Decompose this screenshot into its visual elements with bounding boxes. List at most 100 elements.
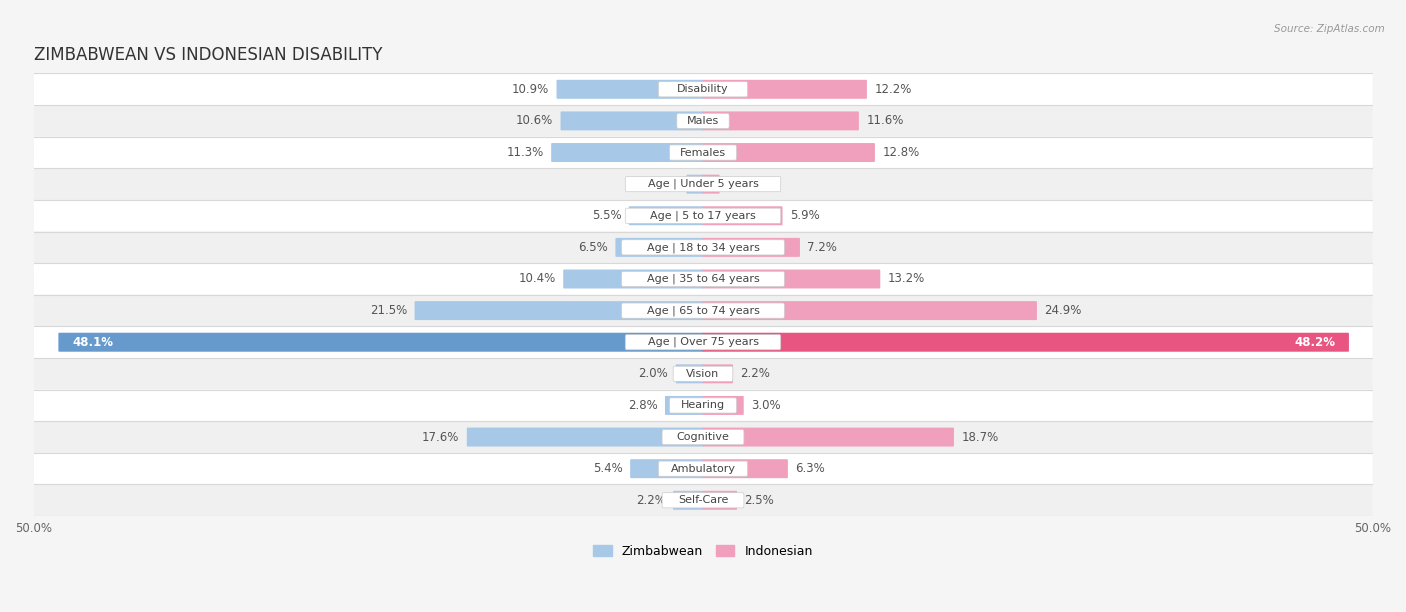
Text: Vision: Vision bbox=[686, 369, 720, 379]
FancyBboxPatch shape bbox=[626, 176, 780, 192]
Text: 6.3%: 6.3% bbox=[796, 462, 825, 475]
Text: 2.5%: 2.5% bbox=[745, 494, 775, 507]
FancyBboxPatch shape bbox=[676, 364, 703, 383]
FancyBboxPatch shape bbox=[34, 485, 1372, 516]
Text: 17.6%: 17.6% bbox=[422, 431, 460, 444]
Text: Disability: Disability bbox=[678, 84, 728, 94]
Text: 13.2%: 13.2% bbox=[887, 272, 925, 285]
FancyBboxPatch shape bbox=[703, 143, 875, 162]
Text: Hearing: Hearing bbox=[681, 400, 725, 411]
Text: Self-Care: Self-Care bbox=[678, 495, 728, 506]
Text: 10.4%: 10.4% bbox=[519, 272, 555, 285]
FancyBboxPatch shape bbox=[703, 174, 720, 193]
FancyBboxPatch shape bbox=[34, 358, 1372, 390]
Text: 1.2%: 1.2% bbox=[727, 177, 756, 191]
FancyBboxPatch shape bbox=[703, 396, 744, 415]
Legend: Zimbabwean, Indonesian: Zimbabwean, Indonesian bbox=[588, 540, 818, 563]
Text: 3.0%: 3.0% bbox=[751, 399, 780, 412]
FancyBboxPatch shape bbox=[626, 208, 780, 223]
FancyBboxPatch shape bbox=[686, 174, 703, 193]
FancyBboxPatch shape bbox=[551, 143, 703, 162]
FancyBboxPatch shape bbox=[621, 303, 785, 318]
Text: Source: ZipAtlas.com: Source: ZipAtlas.com bbox=[1274, 24, 1385, 34]
Text: 5.5%: 5.5% bbox=[592, 209, 621, 222]
Text: 2.0%: 2.0% bbox=[638, 367, 668, 380]
FancyBboxPatch shape bbox=[703, 459, 787, 478]
FancyBboxPatch shape bbox=[34, 421, 1372, 453]
FancyBboxPatch shape bbox=[662, 493, 744, 508]
FancyBboxPatch shape bbox=[59, 333, 703, 352]
Text: Age | 5 to 17 years: Age | 5 to 17 years bbox=[650, 211, 756, 221]
Text: 11.3%: 11.3% bbox=[506, 146, 544, 159]
Text: Cognitive: Cognitive bbox=[676, 432, 730, 442]
Text: 5.4%: 5.4% bbox=[593, 462, 623, 475]
FancyBboxPatch shape bbox=[621, 240, 785, 255]
FancyBboxPatch shape bbox=[564, 269, 703, 288]
Text: 21.5%: 21.5% bbox=[370, 304, 408, 317]
FancyBboxPatch shape bbox=[676, 113, 730, 129]
Text: Age | Under 5 years: Age | Under 5 years bbox=[648, 179, 758, 189]
FancyBboxPatch shape bbox=[703, 238, 800, 257]
FancyBboxPatch shape bbox=[669, 398, 737, 413]
FancyBboxPatch shape bbox=[626, 335, 780, 350]
Text: 48.2%: 48.2% bbox=[1294, 336, 1336, 349]
Text: Ambulatory: Ambulatory bbox=[671, 464, 735, 474]
FancyBboxPatch shape bbox=[415, 301, 703, 320]
FancyBboxPatch shape bbox=[703, 301, 1038, 320]
FancyBboxPatch shape bbox=[557, 80, 703, 99]
Text: Age | 65 to 74 years: Age | 65 to 74 years bbox=[647, 305, 759, 316]
Text: Males: Males bbox=[688, 116, 718, 126]
Text: 12.2%: 12.2% bbox=[875, 83, 911, 96]
Text: 10.9%: 10.9% bbox=[512, 83, 548, 96]
FancyBboxPatch shape bbox=[673, 366, 733, 381]
Text: 24.9%: 24.9% bbox=[1045, 304, 1081, 317]
Text: ZIMBABWEAN VS INDONESIAN DISABILITY: ZIMBABWEAN VS INDONESIAN DISABILITY bbox=[34, 46, 382, 64]
FancyBboxPatch shape bbox=[34, 136, 1372, 168]
Text: 6.5%: 6.5% bbox=[578, 241, 607, 254]
FancyBboxPatch shape bbox=[658, 461, 748, 476]
FancyBboxPatch shape bbox=[621, 271, 785, 286]
FancyBboxPatch shape bbox=[703, 269, 880, 288]
FancyBboxPatch shape bbox=[630, 459, 703, 478]
FancyBboxPatch shape bbox=[703, 491, 737, 510]
FancyBboxPatch shape bbox=[628, 206, 703, 225]
FancyBboxPatch shape bbox=[703, 206, 783, 225]
FancyBboxPatch shape bbox=[669, 145, 737, 160]
Text: 2.2%: 2.2% bbox=[636, 494, 665, 507]
FancyBboxPatch shape bbox=[703, 364, 733, 383]
Text: 12.8%: 12.8% bbox=[883, 146, 920, 159]
Text: 18.7%: 18.7% bbox=[962, 431, 998, 444]
FancyBboxPatch shape bbox=[34, 390, 1372, 421]
FancyBboxPatch shape bbox=[467, 428, 703, 447]
Text: 5.9%: 5.9% bbox=[790, 209, 820, 222]
Text: Age | 35 to 64 years: Age | 35 to 64 years bbox=[647, 274, 759, 284]
FancyBboxPatch shape bbox=[561, 111, 703, 130]
FancyBboxPatch shape bbox=[34, 200, 1372, 231]
FancyBboxPatch shape bbox=[658, 82, 748, 97]
Text: Age | 18 to 34 years: Age | 18 to 34 years bbox=[647, 242, 759, 253]
Text: 2.2%: 2.2% bbox=[741, 367, 770, 380]
FancyBboxPatch shape bbox=[34, 168, 1372, 200]
Text: Age | Over 75 years: Age | Over 75 years bbox=[648, 337, 758, 348]
Text: Females: Females bbox=[681, 147, 725, 157]
FancyBboxPatch shape bbox=[703, 111, 859, 130]
FancyBboxPatch shape bbox=[34, 295, 1372, 326]
FancyBboxPatch shape bbox=[703, 333, 1348, 352]
FancyBboxPatch shape bbox=[34, 105, 1372, 136]
FancyBboxPatch shape bbox=[34, 453, 1372, 485]
FancyBboxPatch shape bbox=[673, 491, 703, 510]
FancyBboxPatch shape bbox=[34, 263, 1372, 295]
Text: 2.8%: 2.8% bbox=[627, 399, 658, 412]
Text: 10.6%: 10.6% bbox=[516, 114, 553, 127]
FancyBboxPatch shape bbox=[34, 73, 1372, 105]
FancyBboxPatch shape bbox=[34, 231, 1372, 263]
Text: 48.1%: 48.1% bbox=[72, 336, 114, 349]
FancyBboxPatch shape bbox=[34, 326, 1372, 358]
Text: 1.2%: 1.2% bbox=[650, 177, 679, 191]
FancyBboxPatch shape bbox=[703, 428, 953, 447]
Text: 11.6%: 11.6% bbox=[866, 114, 904, 127]
FancyBboxPatch shape bbox=[703, 80, 868, 99]
FancyBboxPatch shape bbox=[665, 396, 703, 415]
FancyBboxPatch shape bbox=[616, 238, 703, 257]
FancyBboxPatch shape bbox=[662, 430, 744, 445]
